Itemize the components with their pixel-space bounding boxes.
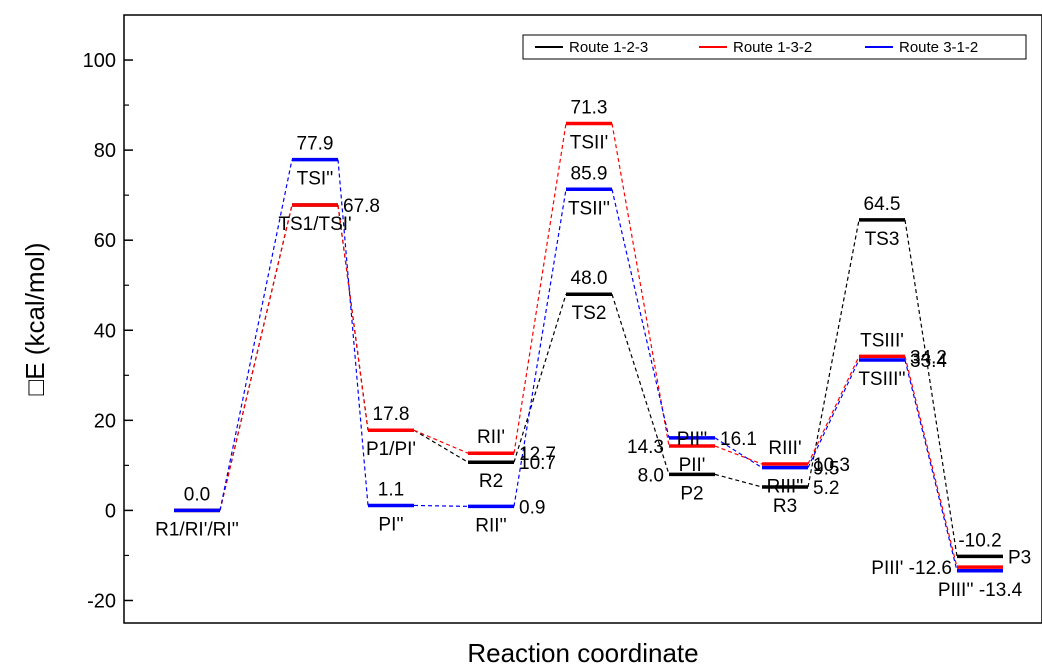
- level-label: 33.4: [910, 351, 947, 372]
- level-label: PII'': [677, 429, 708, 450]
- level-label: TSIII'': [858, 369, 905, 390]
- connector-line: [337, 204, 369, 431]
- connector-line: [513, 123, 567, 454]
- level-label: RIII'': [767, 477, 804, 498]
- level-label: 67.8: [343, 196, 380, 217]
- connector-line: [807, 359, 860, 468]
- y-tick-label: -20: [87, 590, 116, 612]
- level-label: 0.0: [184, 484, 210, 505]
- level-label: 14.3: [627, 437, 664, 458]
- level-label: TSI'': [297, 169, 334, 190]
- y-tick-label: 100: [83, 50, 116, 72]
- level-label: PIII' -12.6: [871, 558, 952, 579]
- connector-line: [413, 429, 469, 463]
- connector-line: [904, 356, 958, 568]
- axes: [123, 14, 1042, 624]
- connector-line: [413, 429, 469, 454]
- legend: Route 1-2-3 Route 1-3-2 Route 3-1-2: [522, 34, 1027, 60]
- level-label: 10.3: [813, 455, 850, 476]
- y-axis-ticks: -20 0 20 40 60 80 100: [83, 50, 133, 612]
- level-label: 0.9: [519, 497, 545, 518]
- level-label: 85.9: [571, 163, 608, 184]
- connector-line: [714, 473, 763, 488]
- connector-line: [904, 359, 958, 571]
- level-label: 9.5: [813, 459, 839, 480]
- level-label: 77.9: [297, 134, 334, 155]
- level-label: RII': [477, 427, 505, 448]
- connector-line: [807, 356, 860, 465]
- level-label: P1/PI': [366, 439, 416, 460]
- level-label: -10.2: [958, 530, 1001, 551]
- energy-levels: [174, 121, 1003, 573]
- level-label: 5.2: [813, 478, 839, 499]
- level-label: R3: [773, 496, 797, 517]
- level-label: 1.1: [378, 479, 404, 500]
- x-axis-label: Reaction coordinate: [467, 638, 698, 668]
- y-tick-label: 40: [94, 320, 116, 342]
- connector-line: [337, 159, 369, 506]
- level-label: 34.2: [910, 347, 947, 368]
- level-label: P3: [1008, 547, 1031, 568]
- level-label: TS3: [865, 229, 900, 250]
- connector-line: [611, 123, 670, 447]
- connector-line: [611, 189, 670, 439]
- connector-line: [413, 504, 469, 507]
- level-label: 8.0: [638, 465, 664, 486]
- level-label: 10.7: [519, 453, 556, 474]
- level-label: RIII': [768, 438, 801, 459]
- connector-lines: [219, 123, 958, 571]
- y-axis-label: □E (kcal/mol): [20, 243, 50, 396]
- legend-entry: Route 1-2-3: [569, 39, 648, 56]
- connector-line: [714, 445, 763, 465]
- legend-entry: Route 1-3-2: [733, 39, 812, 56]
- legend-box: [522, 34, 1027, 60]
- level-label: TS1/TSI': [278, 214, 351, 235]
- level-label: R1/RI'/RI'': [155, 519, 239, 540]
- level-label: TSII'': [568, 198, 610, 219]
- connector-line: [904, 219, 958, 557]
- connector-line: [714, 437, 763, 469]
- level-label: TSIII': [860, 330, 904, 351]
- connector-line: [513, 189, 567, 507]
- y-tick-label: 0: [105, 500, 116, 522]
- level-label: 64.5: [864, 194, 901, 215]
- plot-frame: [123, 14, 1042, 624]
- level-label: TSII': [570, 133, 608, 154]
- level-label: PI'': [378, 514, 403, 535]
- level-label: PII': [679, 455, 706, 476]
- level-label: 16.1: [720, 429, 757, 450]
- level-label: 17.8: [373, 404, 410, 425]
- level-label: 12.7: [519, 444, 556, 465]
- connector-line: [807, 219, 860, 488]
- y-tick-label: 80: [94, 140, 116, 162]
- level-label: P2: [680, 483, 703, 504]
- level-label: 71.3: [571, 98, 608, 119]
- connector-line: [513, 294, 567, 463]
- level-label: TS2: [572, 303, 607, 324]
- connector-line: [219, 204, 293, 511]
- legend-entry: Route 3-1-2: [899, 39, 978, 56]
- connector-line: [219, 159, 293, 511]
- y-tick-label: 20: [94, 410, 116, 432]
- connector-line: [611, 294, 670, 475]
- level-label: PIII'' -13.4: [938, 580, 1023, 601]
- level-label: 48.0: [571, 268, 608, 289]
- level-label: R2: [479, 471, 503, 492]
- level-label: RII'': [475, 515, 507, 536]
- y-tick-label: 60: [94, 230, 116, 252]
